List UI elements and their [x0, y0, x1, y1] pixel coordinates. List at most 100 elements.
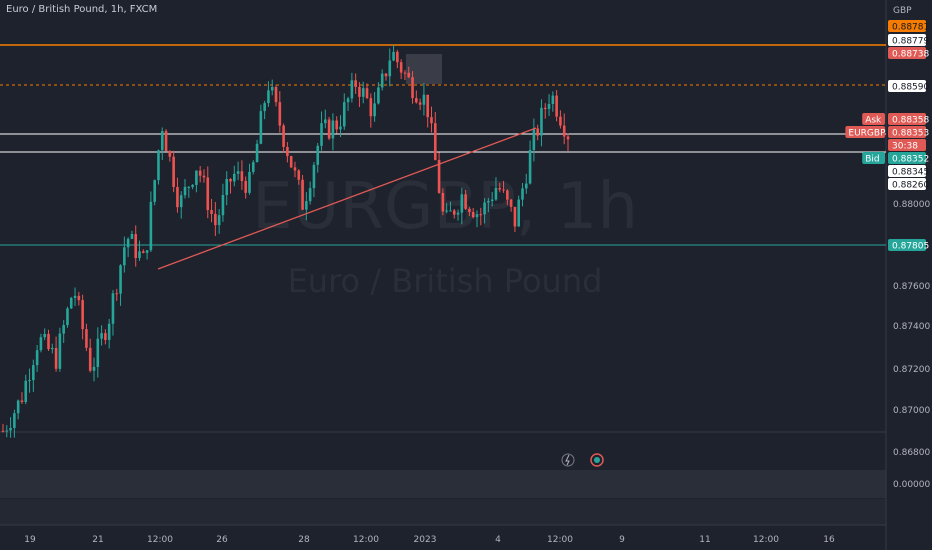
candle-body — [528, 149, 532, 184]
candle — [77, 291, 81, 306]
candle-body — [255, 143, 259, 163]
x-axis[interactable]: 19 21 12:00 26 28 12:00 2023 4 12:00 9 11 12:00 16 — [24, 535, 835, 545]
candle-body — [149, 201, 153, 251]
candle — [62, 320, 65, 343]
candle — [430, 106, 433, 133]
candle — [160, 127, 164, 161]
x-tick-label: 12:00 — [147, 535, 173, 545]
candle — [339, 115, 342, 138]
candle — [134, 225, 138, 267]
candle — [24, 374, 28, 405]
x-tick-label: 16 — [823, 535, 835, 545]
candle-body — [195, 170, 198, 185]
candle — [255, 139, 259, 163]
candle — [543, 103, 547, 119]
candle — [555, 90, 558, 122]
candle-body — [342, 102, 346, 127]
candle-body — [441, 192, 445, 212]
candle — [267, 81, 270, 107]
candle-body — [251, 162, 255, 172]
candle — [297, 169, 301, 185]
candle — [111, 290, 115, 336]
candle-body — [418, 102, 422, 105]
candle — [225, 171, 229, 206]
x-tick-label: 12:00 — [353, 535, 379, 545]
x-tick-label: 26 — [216, 535, 228, 545]
candle-body — [240, 171, 244, 181]
candle — [187, 185, 191, 198]
price-tag-value: 0.88353 — [892, 129, 929, 139]
candle — [358, 82, 361, 107]
candle — [85, 323, 88, 352]
candle — [502, 180, 505, 193]
candle — [58, 327, 62, 372]
candle-body — [263, 103, 266, 112]
chart-markers — [561, 453, 604, 467]
candle — [263, 100, 266, 120]
candle — [206, 166, 210, 219]
lightning-icon[interactable] — [561, 453, 575, 467]
price-tag-label-bg — [862, 113, 885, 125]
candle — [441, 188, 445, 216]
x-tick-label: 12:00 — [547, 535, 573, 545]
candle — [331, 113, 335, 151]
candle-body — [85, 329, 88, 348]
price-tag: 0.88358 Ask — [862, 113, 929, 126]
price-tag-label: Ask — [865, 116, 882, 126]
candle — [35, 345, 39, 372]
horizontal-levels — [0, 44, 886, 246]
candle-body — [532, 128, 536, 150]
y-axis[interactable]: GBP 0.88000 0.87600 0.87400 0.87200 0.87000 0… — [893, 6, 930, 490]
candle-body — [388, 60, 392, 77]
candle — [437, 152, 441, 194]
candle-body — [361, 88, 365, 97]
candle-body — [142, 251, 145, 253]
candle-body — [202, 175, 206, 178]
candle-body — [225, 178, 229, 195]
candle — [452, 208, 456, 219]
candle — [115, 288, 119, 301]
y-tick-label: 0.88000 — [893, 200, 930, 210]
candle — [195, 170, 198, 193]
candle — [312, 162, 316, 198]
candle-body — [32, 365, 35, 381]
candle-body — [153, 180, 156, 202]
candle-body — [43, 333, 47, 338]
candle-body — [471, 212, 475, 218]
candle-body — [479, 214, 483, 216]
candle-body — [293, 167, 297, 171]
candle-body — [221, 194, 225, 216]
candle — [547, 94, 551, 117]
candle — [388, 48, 392, 87]
candle — [513, 206, 517, 233]
candle-body — [399, 62, 403, 73]
candle-body — [214, 213, 217, 226]
candle-body — [490, 199, 494, 202]
candle-body — [229, 178, 232, 182]
trendline-line[interactable] — [157, 127, 537, 270]
candle-body — [96, 338, 100, 367]
price-tag-value: 0.88590 — [892, 83, 929, 93]
candle-body — [233, 173, 236, 182]
candle — [157, 149, 160, 185]
y-tick-label: 0.87600 — [893, 282, 930, 292]
candle-body — [324, 119, 327, 124]
candle-body — [460, 194, 464, 213]
candle-body — [305, 201, 308, 210]
candle-body — [13, 413, 16, 428]
y-tick-label: 0.00000 — [893, 480, 930, 490]
candle — [373, 92, 376, 122]
candle-body — [58, 333, 62, 369]
candle-body — [282, 125, 285, 147]
candle — [562, 113, 566, 145]
candle — [289, 155, 293, 169]
x-tick-label: 11 — [699, 535, 710, 545]
candle-body — [81, 300, 84, 330]
candle-body — [134, 234, 138, 259]
candle — [449, 201, 452, 212]
candle — [490, 191, 494, 207]
candle — [107, 318, 111, 349]
candle-body — [559, 116, 562, 126]
candle-body — [339, 126, 342, 130]
